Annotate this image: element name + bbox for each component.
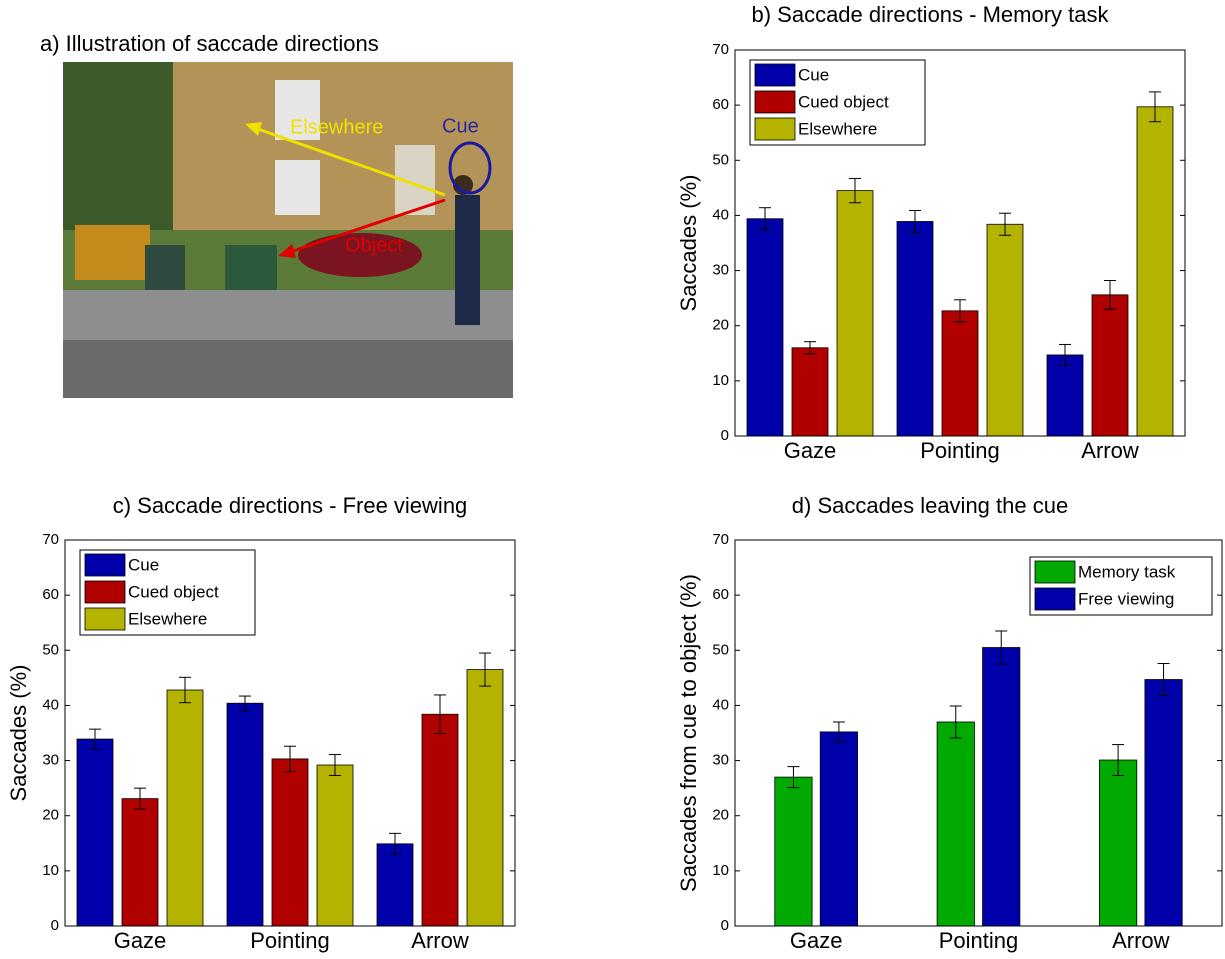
- bar: [983, 648, 1020, 926]
- y-tick-label: 70: [42, 531, 59, 548]
- y-tick-label: 0: [51, 917, 59, 934]
- x-tick-label: Arrow: [1081, 438, 1139, 463]
- bar: [820, 732, 857, 926]
- photo-label: Object: [345, 234, 403, 256]
- window: [275, 160, 320, 215]
- bar: [937, 722, 974, 926]
- y-tick-label: 20: [712, 807, 729, 824]
- legend-label: Elsewhere: [798, 119, 877, 138]
- x-tick-label: Gaze: [114, 928, 167, 953]
- y-tick-label: 0: [721, 427, 729, 444]
- y-tick-label: 30: [712, 752, 729, 769]
- y-tick-label: 40: [712, 696, 729, 713]
- bar: [942, 311, 978, 436]
- bar: [467, 670, 503, 926]
- y-tick-label: 60: [42, 586, 59, 603]
- person: [455, 195, 480, 325]
- x-tick-label: Pointing: [920, 438, 1000, 463]
- skip: [75, 225, 150, 280]
- photo-label: Cue: [442, 115, 479, 137]
- legend-label: Cue: [128, 555, 159, 574]
- y-tick-label: 50: [42, 641, 59, 658]
- bar: [167, 690, 203, 926]
- legend-swatch: [1035, 588, 1075, 610]
- y-tick-label: 60: [712, 96, 729, 113]
- bar: [377, 844, 413, 926]
- photo-label: Elsewhere: [290, 116, 383, 138]
- legend-label: Elsewhere: [128, 609, 207, 628]
- y-tick-label: 40: [42, 696, 59, 713]
- x-tick-label: Pointing: [250, 928, 330, 953]
- legend-swatch: [85, 608, 125, 630]
- y-tick-label: 10: [712, 372, 729, 389]
- legend-swatch: [85, 581, 125, 603]
- legend-swatch: [755, 118, 795, 140]
- bar: [897, 221, 933, 436]
- bar: [422, 714, 458, 926]
- y-tick-label: 50: [712, 151, 729, 168]
- x-tick-label: Gaze: [784, 438, 837, 463]
- y-tick-label: 20: [712, 317, 729, 334]
- legend-label: Cued object: [128, 582, 219, 601]
- y-tick-label: 10: [712, 862, 729, 879]
- legend-swatch: [755, 91, 795, 113]
- bar: [272, 759, 308, 926]
- legend-label: Cue: [798, 65, 829, 84]
- legend-label: Memory task: [1078, 562, 1176, 581]
- x-tick-label: Arrow: [411, 928, 469, 953]
- bar: [77, 739, 113, 926]
- road: [63, 340, 513, 398]
- bar: [1092, 295, 1128, 436]
- bar: [1047, 355, 1083, 436]
- y-tick-label: 20: [42, 807, 59, 824]
- bar: [987, 224, 1023, 436]
- x-tick-label: Pointing: [939, 928, 1019, 953]
- bar: [1137, 107, 1173, 436]
- chart-title: c) Saccade directions - Free viewing: [113, 493, 468, 518]
- legend-swatch: [1035, 561, 1075, 583]
- bar: [747, 219, 783, 436]
- bar: [317, 765, 353, 926]
- bar: [1145, 680, 1182, 926]
- y-tick-label: 70: [712, 41, 729, 58]
- bar: [122, 799, 158, 926]
- y-tick-label: 30: [42, 752, 59, 769]
- x-tick-label: Gaze: [790, 928, 843, 953]
- bar: [775, 777, 812, 926]
- y-axis-label: Saccades (%): [6, 665, 31, 802]
- y-tick-label: 60: [712, 586, 729, 603]
- y-tick-label: 40: [712, 206, 729, 223]
- chart-title: d) Saccades leaving the cue: [792, 493, 1068, 518]
- photo: Elsewhere Cue Object: [63, 62, 513, 398]
- x-tick-label: Arrow: [1112, 928, 1170, 953]
- y-tick-label: 50: [712, 641, 729, 658]
- y-axis-label: Saccades (%): [676, 175, 701, 312]
- legend-swatch: [755, 64, 795, 86]
- legend-label: Free viewing: [1078, 589, 1174, 608]
- legend-label: Cued object: [798, 92, 889, 111]
- bar: [792, 348, 828, 436]
- y-axis-label: Saccades from cue to object (%): [676, 574, 701, 892]
- chart-title: b) Saccade directions - Memory task: [751, 2, 1109, 27]
- y-tick-label: 10: [42, 862, 59, 879]
- bar: [837, 191, 873, 436]
- figure: a) Illustration of saccade directions El…: [0, 0, 1225, 954]
- legend-swatch: [85, 554, 125, 576]
- tree: [63, 62, 173, 242]
- y-tick-label: 30: [712, 262, 729, 279]
- panel-title: a) Illustration of saccade directions: [40, 31, 379, 56]
- y-tick-label: 0: [721, 917, 729, 934]
- bar: [1099, 760, 1136, 926]
- bar: [227, 703, 263, 926]
- y-tick-label: 70: [712, 531, 729, 548]
